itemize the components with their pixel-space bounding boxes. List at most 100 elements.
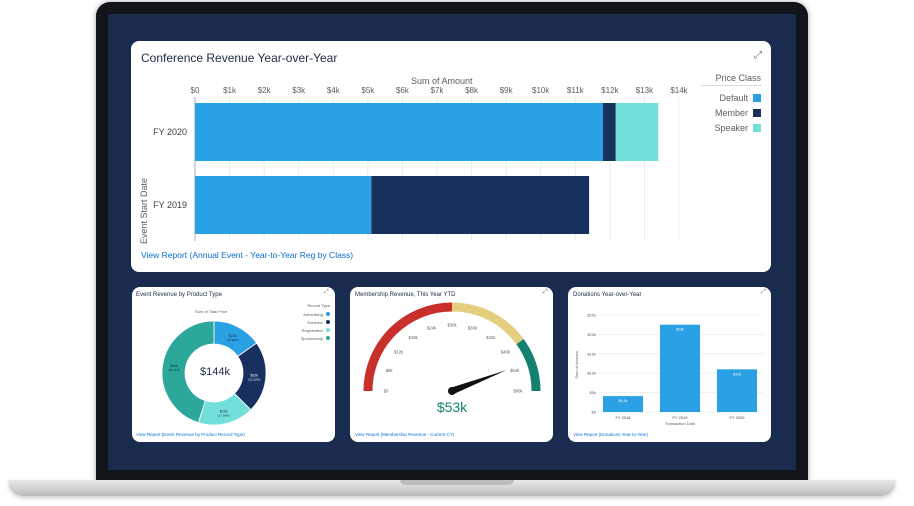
gauge-tick-label: $12k xyxy=(394,350,404,355)
bar-value-label: $4.1k xyxy=(619,399,628,403)
slice-value-label: $25k xyxy=(220,409,228,413)
bar-speaker-fy-2020[interactable] xyxy=(615,103,659,161)
gauge-arc-mid xyxy=(451,302,524,345)
gauge-needle xyxy=(450,370,507,395)
x-tick-label: $8k xyxy=(465,86,479,95)
legend-item-advertising[interactable]: Advertising xyxy=(282,310,330,318)
y-tick-label: $0 xyxy=(592,410,597,415)
slice-value-label: $65k xyxy=(170,364,178,368)
category-label: FY 2018 xyxy=(615,415,631,420)
expand-icon[interactable]: ⤢ xyxy=(543,289,548,295)
legend-label: Sponsorship xyxy=(300,335,323,341)
membership-revenue-card: Membership Revenue, This Year YTD ⤢ $0 $6… xyxy=(350,287,553,442)
y-tick-label: $15k xyxy=(587,351,596,356)
y-tick-label: $20k xyxy=(587,332,596,337)
x-tick-label: $4k xyxy=(327,86,341,95)
slice-value-label: $22k xyxy=(229,334,237,338)
bar-value-label: $11k xyxy=(733,372,741,376)
bar-fy-2020[interactable] xyxy=(717,369,757,412)
gauge-tick-label: $60k xyxy=(513,389,523,394)
event-revenue-card: Event Revenue by Product Type ⤢ Sum of T… xyxy=(132,287,335,442)
y-tick-label: $5k xyxy=(590,390,596,395)
slice-value-label: $32k xyxy=(250,374,258,378)
card-title: Event Revenue by Product Type xyxy=(136,292,222,298)
gauge-chart: $0 $6k $12k $18k $24k $30k $36k $42k $48k $54k $60… xyxy=(363,302,541,415)
slice-pct-label: (22.22%) xyxy=(248,378,260,382)
gauge-tick-label: $54k xyxy=(510,368,520,373)
legend-item-member[interactable]: Member xyxy=(701,105,761,120)
legend-label: Advertising xyxy=(303,311,323,317)
expand-icon[interactable]: ⤢ xyxy=(754,50,762,61)
expand-icon[interactable]: ⤢ xyxy=(761,289,766,295)
laptop-base xyxy=(8,480,896,496)
bar-member-fy-2020[interactable] xyxy=(602,103,616,161)
category-label: FY 2019 xyxy=(672,415,688,420)
category-label: FY 2020 xyxy=(153,127,187,137)
legend-label: Exhibitor xyxy=(307,319,323,325)
view-report-link[interactable]: View Report (Membership Revenue - Curren… xyxy=(355,432,455,437)
slice-pct-label: (17.36%) xyxy=(218,413,230,417)
bar-default-fy-2020[interactable] xyxy=(195,103,603,161)
legend-swatch xyxy=(753,108,761,117)
expand-icon[interactable]: ⤢ xyxy=(324,289,329,295)
gauge-tick-label: $6k xyxy=(386,368,394,373)
donut-chart: $22k(15.28%) $32k(22.22%) $25k(17.36%) $65k… xyxy=(161,320,267,426)
bar-default-fy-2019[interactable] xyxy=(195,176,372,234)
view-report-link[interactable]: View Report (Donations Year-to-Year) xyxy=(573,432,649,437)
legend-label: Member xyxy=(714,107,748,118)
legend-item-registration[interactable]: Registration xyxy=(282,326,330,334)
donations-card: Donations Year-over-Year ⤢ $0 $5k $10k $15k… xyxy=(568,287,771,442)
bar-value-label: $23k xyxy=(676,328,684,332)
legend-item-speaker[interactable]: Speaker xyxy=(701,120,761,135)
bar-fy-2018[interactable] xyxy=(603,396,643,412)
gauge-tick-label: $30k xyxy=(447,323,457,328)
gauge-value: $53k xyxy=(437,399,468,415)
axis-title: Sum of Amount xyxy=(411,76,473,86)
x-tick-label: $14k xyxy=(670,86,688,95)
gauge-pivot xyxy=(448,387,456,395)
stacked-bar-chart: $0 $1k $2k $3k $4k $5k $6k $7k $8k $9k $10k $11k $12… xyxy=(139,86,689,244)
view-report-link[interactable]: View Report (Event Revenue by Product Re… xyxy=(136,432,245,437)
bar-member-fy-2019[interactable] xyxy=(371,176,590,234)
y-tick-label: $10k xyxy=(587,371,596,376)
legend-title: Price Class xyxy=(701,73,761,86)
x-tick-label: $11k xyxy=(567,86,585,95)
y-axis-title: Sum of Amount xyxy=(574,350,579,378)
x-tick-label: $3k xyxy=(292,86,306,95)
x-tick-label: $5k xyxy=(361,86,375,95)
gauge-tick-label: $24k xyxy=(427,326,437,331)
donut-legend: Record Type Advertising Exhibitor Registra… xyxy=(282,303,330,342)
y-axis-title: Event Start Date xyxy=(139,178,149,244)
legend-swatch xyxy=(753,123,761,132)
category-label: FY 2020 xyxy=(729,415,745,420)
slice-pct-label: (15.28%) xyxy=(227,338,239,342)
x-tick-label: $12k xyxy=(601,86,619,95)
legend-label: Speaker xyxy=(714,122,748,133)
y-tick-label: $25k xyxy=(587,313,596,318)
x-tick-label: $10k xyxy=(532,86,550,95)
view-report-link[interactable]: View Report (Annual Event - Year-to-Year… xyxy=(141,250,354,260)
legend-item-exhibitor[interactable]: Exhibitor xyxy=(282,318,330,326)
legend-swatch xyxy=(753,93,761,102)
conference-revenue-card: Conference Revenue Year-over-Year ⤢ Sum … xyxy=(131,41,771,272)
legend-swatch xyxy=(326,320,330,324)
x-tick-label: $13k xyxy=(636,86,654,95)
legend-title: Record Type xyxy=(307,303,330,308)
slice-pct-label: (45.14%) xyxy=(168,368,180,372)
legend-swatch xyxy=(326,312,330,316)
legend-label: Registration xyxy=(301,327,323,333)
legend-item-default[interactable]: Default xyxy=(701,90,761,105)
chart-subtitle: Sum of Total Price xyxy=(195,309,228,314)
bar-fy-2019[interactable] xyxy=(660,324,700,412)
legend: Price Class Default Member Speaker xyxy=(701,73,761,135)
x-tick-label: $7k xyxy=(431,86,445,95)
legend-swatch xyxy=(326,328,330,332)
legend-item-sponsorship[interactable]: Sponsorship xyxy=(282,334,330,342)
category-label: FY 2019 xyxy=(153,200,187,210)
slice-sponsorship[interactable] xyxy=(161,320,215,424)
x-axis-title: Transaction Date xyxy=(665,421,696,426)
gauge-tick-label: $42k xyxy=(486,335,496,340)
x-tick-label: $6k xyxy=(396,86,410,95)
gauge-tick-label: $18k xyxy=(409,335,419,340)
